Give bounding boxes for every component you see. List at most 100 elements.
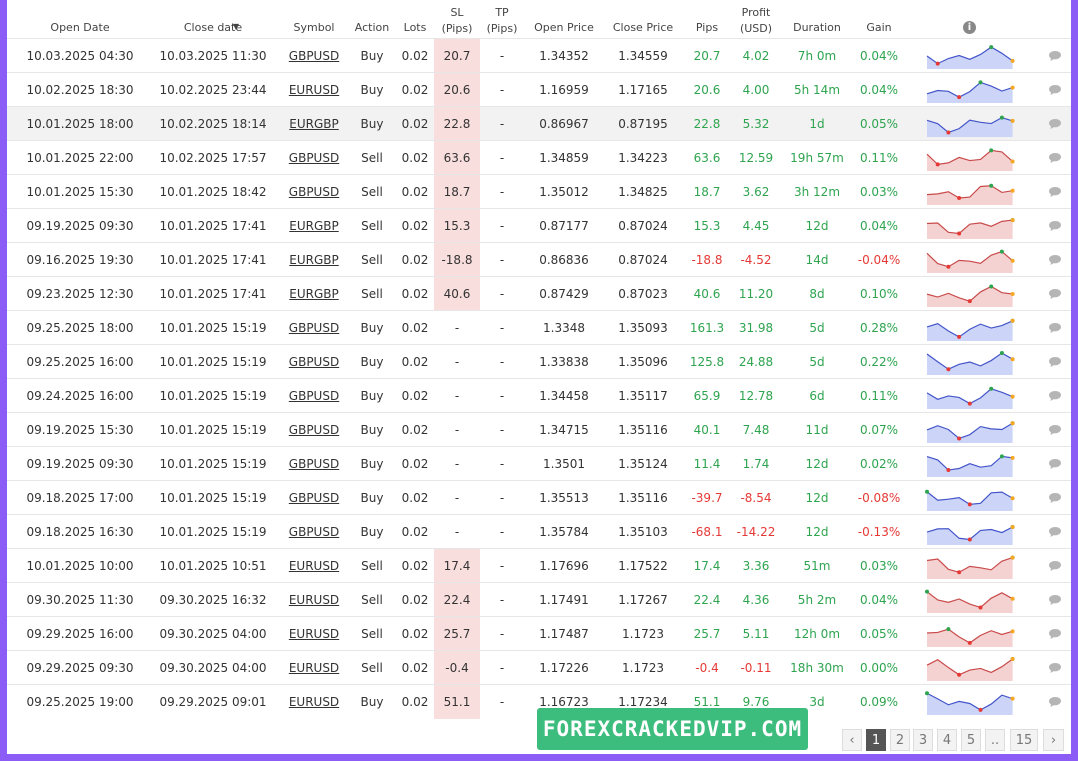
sparkline bbox=[926, 524, 1015, 545]
cell: 1.35124 bbox=[618, 457, 668, 471]
comment-icon[interactable] bbox=[1048, 628, 1062, 640]
comment-icon[interactable] bbox=[1048, 254, 1062, 266]
page-button[interactable]: 15 bbox=[1010, 729, 1038, 751]
comment-icon[interactable] bbox=[1048, 526, 1062, 538]
comment-icon[interactable] bbox=[1048, 288, 1062, 300]
sparkline-area bbox=[927, 251, 1013, 273]
cell[interactable]: EURUSD bbox=[288, 661, 340, 675]
sort-caret[interactable]: ▼ bbox=[232, 22, 240, 31]
page-button[interactable]: 1 bbox=[866, 729, 886, 751]
sparkline-area bbox=[927, 659, 1013, 681]
cell: 1.34715 bbox=[539, 423, 589, 437]
sparkline-last bbox=[1010, 421, 1015, 426]
comment-icon[interactable] bbox=[1048, 696, 1062, 708]
info-icon[interactable]: i bbox=[963, 21, 976, 34]
sl-highlight bbox=[434, 685, 480, 719]
cell: 18h 30m bbox=[790, 661, 844, 675]
comment-icon[interactable] bbox=[1048, 356, 1062, 368]
cell: 10.01.2025 22:00 bbox=[26, 151, 134, 165]
comment-icon[interactable] bbox=[1048, 84, 1062, 96]
page-button[interactable]: 2 bbox=[890, 729, 910, 751]
sparkline-area bbox=[927, 117, 1013, 137]
cell[interactable]: GBPUSD bbox=[288, 389, 340, 403]
sparkline bbox=[926, 351, 1015, 375]
cell: 5.11 bbox=[742, 627, 770, 641]
cell: 1.35513 bbox=[539, 491, 589, 505]
sparkline-line bbox=[926, 149, 1013, 166]
page-button[interactable]: .. bbox=[985, 729, 1005, 751]
cell[interactable]: GBPUSD bbox=[288, 355, 340, 369]
comment-icon[interactable] bbox=[1048, 458, 1062, 470]
cell: - bbox=[499, 355, 505, 369]
comment-icon[interactable] bbox=[1048, 492, 1062, 504]
cell: - bbox=[454, 423, 460, 437]
cell: 4.00 bbox=[742, 83, 770, 97]
cell: - bbox=[499, 83, 505, 97]
page-button[interactable]: 5 bbox=[961, 729, 981, 751]
cell: 10.01.2025 10:00 bbox=[26, 559, 134, 573]
comment-icon[interactable] bbox=[1048, 560, 1062, 572]
table-row: 09.25.2025 16:00 10.01.2025 15:19 GBPUSD Bu… bbox=[7, 344, 1071, 379]
sparkline-last bbox=[1010, 218, 1015, 223]
cell: 0.87429 bbox=[539, 287, 589, 301]
cell: 10.01.2025 18:00 bbox=[26, 117, 134, 131]
cell: 40.6 bbox=[443, 287, 471, 301]
cell[interactable]: EURUSD bbox=[288, 559, 340, 573]
cell: 0.87023 bbox=[618, 287, 668, 301]
cell: Buy bbox=[360, 49, 384, 63]
sparkline-high bbox=[999, 454, 1004, 459]
column-header: Action bbox=[354, 21, 390, 34]
column-header: Close Price bbox=[612, 21, 674, 34]
cell[interactable]: EURGBP bbox=[289, 117, 339, 131]
sparkline-low bbox=[967, 299, 972, 304]
comment-icon[interactable] bbox=[1048, 390, 1062, 402]
cell: - bbox=[499, 287, 505, 301]
cell[interactable]: EURGBP bbox=[289, 287, 339, 301]
page-button[interactable]: 4 bbox=[937, 729, 957, 751]
comment-shape bbox=[1049, 255, 1061, 265]
cell[interactable]: GBPUSD bbox=[288, 457, 340, 471]
next-page[interactable]: › bbox=[1043, 729, 1064, 751]
comment-icon[interactable] bbox=[1048, 220, 1062, 232]
cell[interactable]: GBPUSD bbox=[288, 525, 340, 539]
cell: 5d bbox=[809, 355, 825, 369]
cell[interactable]: GBPUSD bbox=[288, 321, 340, 335]
comment-icon[interactable] bbox=[1048, 594, 1062, 606]
sparkline-area bbox=[927, 353, 1013, 375]
prev-page[interactable]: ‹ bbox=[842, 729, 862, 751]
comment-icon[interactable] bbox=[1048, 50, 1062, 62]
cell: 10.01.2025 17:41 bbox=[159, 253, 267, 267]
cell[interactable]: GBPUSD bbox=[288, 491, 340, 505]
cell[interactable]: GBPUSD bbox=[288, 49, 340, 63]
comment-icon[interactable] bbox=[1048, 662, 1062, 674]
cell[interactable]: GBPUSD bbox=[288, 185, 340, 199]
comment-shape bbox=[1049, 425, 1061, 435]
comment-icon[interactable] bbox=[1048, 152, 1062, 164]
cell[interactable]: GBPUSD bbox=[288, 423, 340, 437]
cell[interactable]: EURUSD bbox=[288, 695, 340, 709]
sparkline-area bbox=[927, 526, 1013, 545]
page-button[interactable]: 3 bbox=[913, 729, 933, 751]
cell: 22.4 bbox=[693, 593, 721, 607]
table-row: 10.01.2025 18:00 10.02.2025 18:14 EURGBP Bu… bbox=[7, 106, 1071, 141]
table-row: 09.16.2025 19:30 10.01.2025 17:41 EURGBP Se… bbox=[7, 242, 1071, 277]
cell[interactable]: EURGBP bbox=[289, 219, 339, 233]
comment-icon[interactable] bbox=[1048, 424, 1062, 436]
cell[interactable]: EURUSD bbox=[288, 593, 340, 607]
table-row: 09.19.2025 15:30 10.01.2025 15:19 GBPUSD Bu… bbox=[7, 412, 1071, 447]
cell: 10.01.2025 10:51 bbox=[159, 559, 267, 573]
cell: 10.01.2025 17:41 bbox=[159, 287, 267, 301]
cell: 0.04% bbox=[859, 219, 899, 233]
column-header[interactable]: Close date bbox=[183, 21, 243, 34]
comment-icon[interactable] bbox=[1048, 118, 1062, 130]
cell[interactable]: EURUSD bbox=[288, 83, 340, 97]
cell[interactable]: EURUSD bbox=[288, 627, 340, 641]
cell[interactable]: EURGBP bbox=[289, 253, 339, 267]
cell[interactable]: GBPUSD bbox=[288, 151, 340, 165]
cell: 1.35093 bbox=[618, 321, 668, 335]
comment-icon[interactable] bbox=[1048, 186, 1062, 198]
cell: 0.10% bbox=[859, 287, 899, 301]
sparkline-low bbox=[946, 130, 951, 135]
cell: 31.98 bbox=[738, 321, 774, 335]
comment-icon[interactable] bbox=[1048, 322, 1062, 334]
